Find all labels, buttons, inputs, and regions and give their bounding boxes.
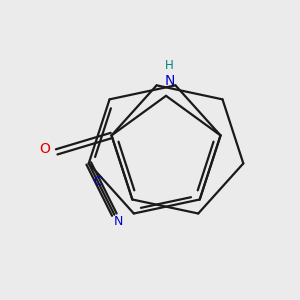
Text: O: O xyxy=(39,142,50,155)
Text: H: H xyxy=(165,59,174,72)
Text: C: C xyxy=(93,175,102,188)
Text: N: N xyxy=(113,215,123,228)
Text: N: N xyxy=(164,74,175,88)
